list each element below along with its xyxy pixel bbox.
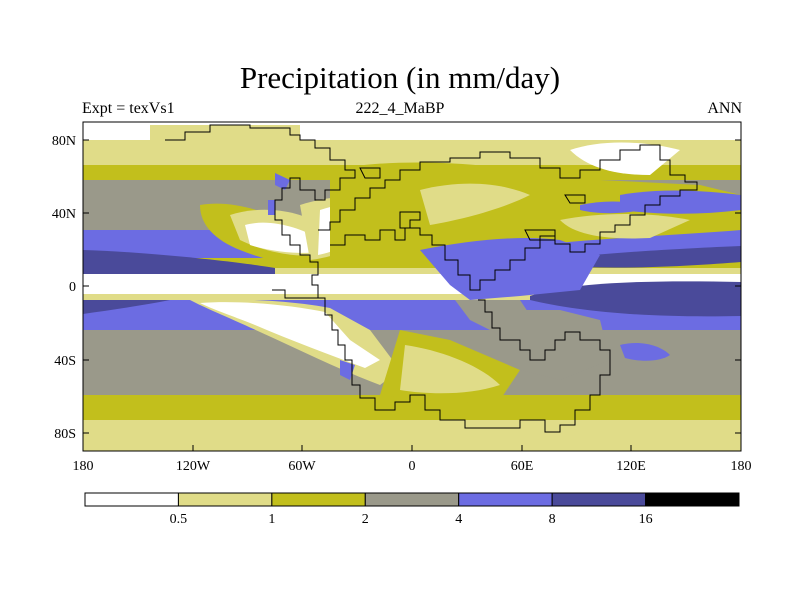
land-southeast-blue-patch: [620, 343, 670, 361]
outline-northeastern-continent: [318, 144, 698, 291]
colorbar-level-label: 4: [455, 512, 462, 527]
season-label: ANN: [707, 100, 742, 117]
x-tick-label: 120W: [176, 459, 211, 474]
colorbar-level-label: 0.5: [170, 512, 188, 527]
colorbar-level-label: 2: [362, 512, 369, 527]
band-itcz-pale-n: [83, 268, 741, 276]
x-tick-label: 180: [731, 459, 752, 474]
outline-eastern-island: [564, 194, 586, 204]
colorbar-swatch: [271, 492, 366, 507]
outline-inland-basin: [399, 211, 421, 229]
chart-title: Precipitation (in mm/day): [239, 60, 561, 95]
period-label: 222_4_MaBP: [355, 100, 445, 117]
x-tick-label: 0: [409, 459, 416, 474]
outline-southern-continent: [318, 297, 611, 433]
core-west-pacific: [560, 246, 741, 268]
colorbar-level-label: 1: [268, 512, 275, 527]
y-tick-label: 40S: [54, 354, 76, 369]
colorbar-level-label: 8: [549, 512, 556, 527]
axis-ticks: [82, 139, 742, 451]
colorbar-swatch: [364, 492, 460, 507]
colorbar-swatch: [551, 492, 647, 507]
colorbar-swatch: [458, 492, 553, 507]
patch-arctic-pale: [150, 125, 300, 140]
land-south-pale-east: [400, 345, 500, 394]
x-tick-label: 180: [73, 459, 94, 474]
band-itcz-pale-s: [83, 294, 741, 302]
colorbar-swatch: [84, 492, 179, 507]
colorbar-swatch: [645, 492, 740, 507]
patch-west-blue: [268, 200, 275, 215]
core-south-pacific: [83, 300, 170, 314]
land-northeast-pale-1: [420, 183, 530, 225]
patch-south-blue: [340, 360, 355, 380]
x-tick-label: 120E: [616, 459, 646, 474]
y-tick-label: 40N: [52, 207, 76, 222]
experiment-label: Expt = texVs1: [82, 100, 175, 117]
y-tick-label: 80N: [52, 134, 76, 149]
land-arctic-patch: [570, 142, 680, 175]
land-south-dry: [200, 302, 380, 368]
outline-north-western-continent: [165, 124, 356, 299]
precipitation-field: [83, 122, 741, 451]
core-north-pacific: [83, 250, 275, 274]
land-north-blue-patch: [620, 190, 741, 214]
patch-northwest-blue: [275, 173, 290, 190]
core-indian-ocean: [530, 281, 741, 317]
y-tick-label: 0: [69, 280, 76, 295]
colorbar-swatch: [177, 492, 273, 507]
x-tick-label: 60E: [511, 459, 534, 474]
outline-northern-island: [359, 167, 381, 179]
colorbar-level-label: 16: [639, 512, 653, 527]
y-tick-labels: 80N 40N 0 40S 80S: [52, 134, 76, 442]
continent-outlines: [165, 124, 698, 433]
colorbar: 0.5 1 2 4 8 16: [84, 492, 740, 527]
outline-eastern-basin: [524, 229, 556, 241]
y-tick-label: 80S: [54, 427, 76, 442]
x-tick-labels: 180 120W 60W 0 60E 120E 180: [73, 459, 752, 474]
land-north-blue-patch-2: [580, 201, 650, 214]
x-tick-label: 60W: [288, 459, 316, 474]
land-northeast-pale-2: [560, 214, 690, 239]
